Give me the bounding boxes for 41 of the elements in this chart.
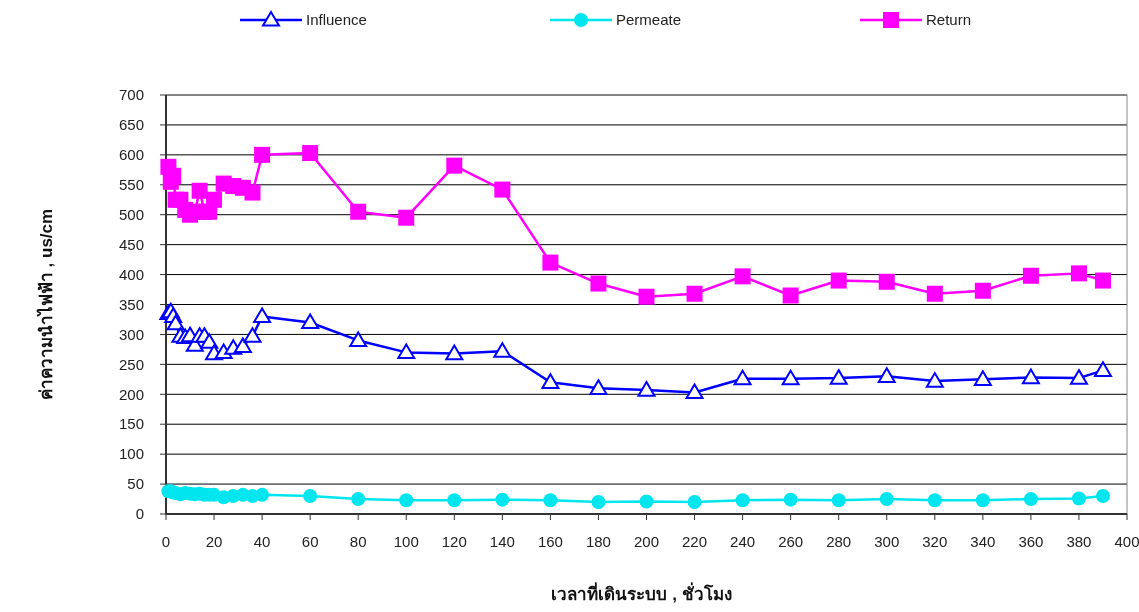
legend-label: Influence xyxy=(306,11,367,29)
y-tick-label: 250 xyxy=(118,355,144,373)
y-tick-label: 100 xyxy=(118,445,144,463)
y-tick-label: 400 xyxy=(118,265,144,283)
x-tick-label: 360 xyxy=(1018,533,1044,550)
x-tick-label: 300 xyxy=(874,533,900,550)
y-tick-label: 500 xyxy=(118,205,144,223)
legend-label: Permeate xyxy=(616,11,682,29)
x-tick-label: 60 xyxy=(301,533,319,550)
x-tick-label: 380 xyxy=(1066,533,1092,550)
y-tick-label: 300 xyxy=(118,325,144,343)
x-tick-label: 280 xyxy=(826,533,852,550)
x-tick-label: 220 xyxy=(682,533,708,550)
x-tick-label: 400 xyxy=(1114,533,1139,550)
y-tick-label: 200 xyxy=(118,385,144,403)
x-tick-label: 20 xyxy=(205,533,223,550)
x-tick-label: 260 xyxy=(778,533,804,550)
y-tick-label: 0 xyxy=(135,505,144,523)
y-tick-label: 450 xyxy=(118,235,144,253)
x-tick-label: 140 xyxy=(489,533,515,550)
legend-label: Return xyxy=(926,11,972,29)
x-tick-label: 160 xyxy=(537,533,563,550)
y-tick-label: 650 xyxy=(118,116,144,134)
x-tick-label: 100 xyxy=(393,533,419,550)
x-axis-title: เวลาที่เดินระบบ , ชั่วโมง xyxy=(551,582,732,604)
x-tick-label: 0 xyxy=(161,533,171,550)
x-tick-label: 340 xyxy=(970,533,996,550)
x-tick-label: 80 xyxy=(349,533,367,550)
y-tick-label: 700 xyxy=(118,86,144,104)
y-axis-title: ค่าความนำไฟฟ้า , us/cm xyxy=(36,208,56,401)
x-tick-label: 240 xyxy=(730,533,756,550)
y-tick-label: 50 xyxy=(127,475,144,493)
y-tick-label: 600 xyxy=(118,146,144,164)
x-tick-label: 120 xyxy=(441,533,467,550)
y-tick-label: 550 xyxy=(118,176,144,194)
x-tick-label: 320 xyxy=(922,533,948,550)
x-tick-label: 180 xyxy=(585,533,611,550)
y-tick-label: 350 xyxy=(118,295,144,313)
y-tick-label: 150 xyxy=(118,415,144,433)
x-tick-label: 40 xyxy=(253,533,271,550)
x-tick-label: 200 xyxy=(633,533,660,550)
